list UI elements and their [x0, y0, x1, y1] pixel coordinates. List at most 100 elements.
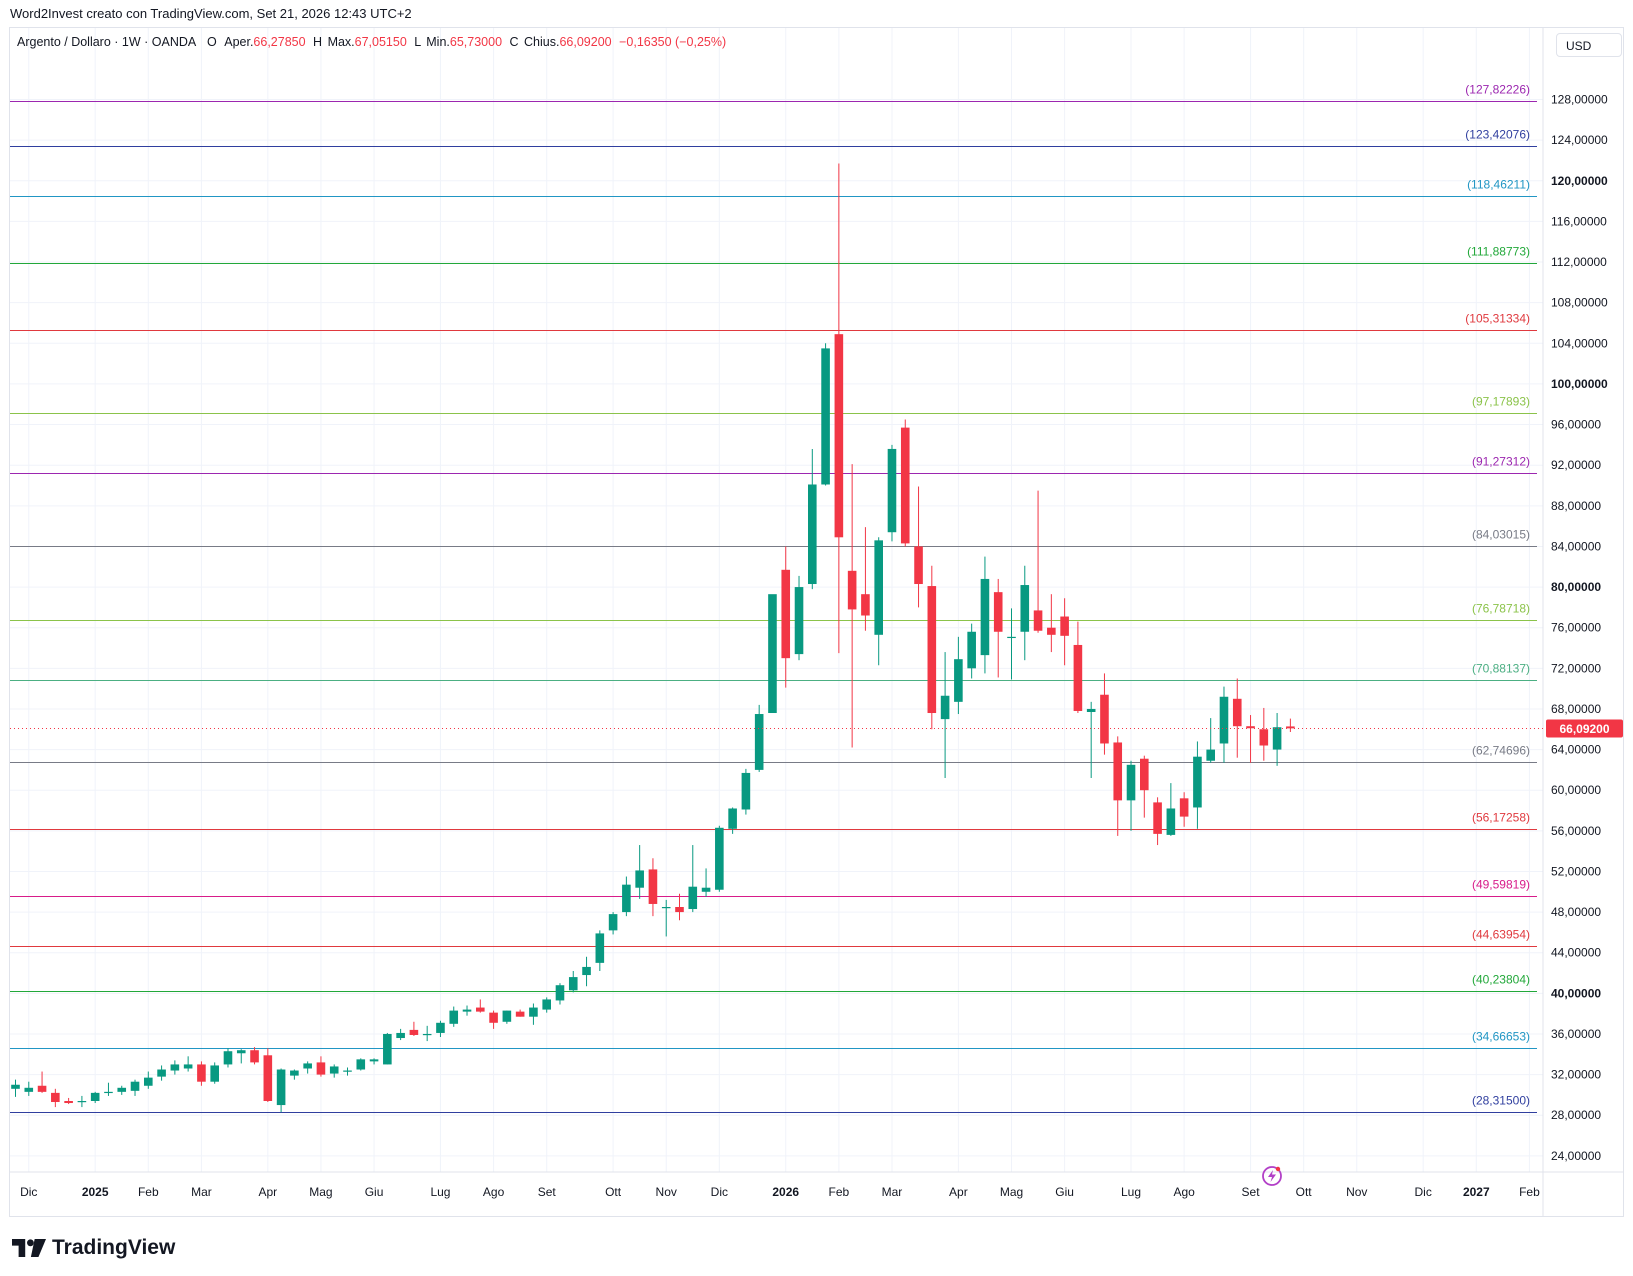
y-tick-label: 64,00000 — [1551, 743, 1601, 757]
currency-button[interactable]: USD — [1556, 33, 1622, 57]
candle-body — [568, 977, 578, 991]
y-tick-label: 24,00000 — [1551, 1149, 1601, 1163]
candle-body — [436, 1022, 445, 1033]
y-tick-label: 124,00000 — [1551, 133, 1608, 147]
level-label: (44,63954) — [1472, 928, 1530, 942]
candle-body — [1232, 698, 1242, 727]
open-value: 66,27850 — [253, 35, 306, 49]
y-tick-label: 112,00000 — [1551, 255, 1607, 269]
candle-body — [555, 985, 565, 1001]
y-tick-label: 100,00000 — [1551, 377, 1608, 391]
candle-body — [1007, 636, 1016, 639]
candle-body — [954, 659, 963, 702]
x-tick-label: Mar — [882, 1185, 903, 1199]
close-prefix: Chius. — [524, 35, 560, 49]
candle-body — [343, 1070, 352, 1072]
x-tick-label: Lug — [1121, 1185, 1141, 1199]
level-label: (49,59819) — [1472, 878, 1530, 892]
high-prefix: Max. — [327, 35, 355, 49]
candle-body — [1286, 726, 1295, 729]
candle-body — [104, 1091, 113, 1094]
candle-body — [90, 1092, 100, 1101]
candle-body — [1153, 802, 1162, 834]
candle-body — [914, 546, 923, 585]
candle-body — [582, 966, 591, 976]
candle-body — [754, 714, 764, 770]
candle-body — [1033, 610, 1043, 631]
chart-caption: Word2Invest creato con TradingView.com, … — [10, 6, 412, 21]
level-label: (105,31334) — [1465, 312, 1530, 326]
time-axis: Dic 2025 Feb Mar Apr Mag Giu Lug Ago Set Ott Nov Dic… — [10, 1171, 1624, 1199]
level-label: (91,27312) — [1472, 455, 1530, 469]
y-tick-label: 56,00000 — [1551, 824, 1601, 838]
candle-body — [821, 348, 830, 485]
candle-body — [887, 448, 897, 533]
candle-body — [37, 1085, 47, 1092]
candle-body — [236, 1050, 246, 1054]
level-label: (118,46211) — [1467, 178, 1530, 192]
candle-body — [316, 1062, 326, 1075]
close-value: 66,09200 — [559, 35, 612, 49]
candle-body — [183, 1064, 193, 1069]
candle-body — [303, 1063, 312, 1069]
candle-body — [77, 1100, 87, 1103]
y-tick-label: 36,00000 — [1551, 1027, 1601, 1041]
x-tick-label: Feb — [1519, 1185, 1540, 1199]
fibonacci-levels: (127,82226) (123,42076) (118,46211) (111,88… — [10, 83, 1537, 1113]
candle-body — [396, 1032, 405, 1039]
symbol-title: Argento / Dollaro · 1W · OANDA — [17, 35, 196, 49]
candle-body — [1193, 756, 1202, 808]
candle-body — [329, 1066, 339, 1074]
close-label: C — [509, 35, 519, 49]
x-tick-label: Mar — [191, 1185, 212, 1199]
candle-body — [489, 1012, 498, 1023]
candle-body — [1206, 749, 1215, 761]
lightning-alert-icon[interactable] — [1261, 1165, 1283, 1187]
candle-body — [993, 592, 1003, 632]
candle-body — [290, 1070, 299, 1076]
tradingview-logo[interactable]: TradingView — [12, 1236, 175, 1260]
y-tick-label: 52,00000 — [1551, 864, 1601, 878]
low-label: L — [414, 35, 421, 49]
candle-body — [967, 631, 976, 669]
price-axis: 24,00000 28,00000 32,00000 36,00000 40,00000… — [1542, 28, 1608, 1216]
candle-body — [661, 907, 671, 909]
candlestick-series — [11, 163, 1295, 1113]
candle-body — [356, 1059, 366, 1070]
candle-body — [927, 586, 937, 714]
open-label: O — [207, 35, 217, 49]
candle-body — [940, 695, 950, 720]
candle-body — [874, 540, 883, 635]
x-tick-label: Dic — [1415, 1185, 1432, 1199]
last-price-marker: 66,09200 — [10, 719, 1623, 738]
low-value: 65,73000 — [449, 35, 503, 49]
candle-body — [1272, 727, 1282, 750]
y-tick-label: 72,00000 — [1551, 661, 1601, 675]
candle-body — [130, 1081, 140, 1091]
y-tick-label: 120,00000 — [1551, 174, 1608, 188]
x-tick-label: Dic — [20, 1185, 37, 1199]
y-tick-label: 88,00000 — [1551, 499, 1601, 513]
candle-body — [1086, 708, 1096, 712]
x-tick-label: 2027 — [1463, 1185, 1490, 1199]
candle-body — [608, 914, 618, 931]
brand-name: TradingView — [52, 1236, 176, 1259]
last-price-tag — [1546, 719, 1623, 738]
x-tick-label: Giu — [365, 1185, 384, 1199]
candle-body — [1113, 742, 1123, 801]
candle-body — [715, 827, 724, 890]
candle-body — [900, 427, 910, 544]
candle-body — [409, 1029, 419, 1035]
level-label: (111,88773) — [1467, 245, 1530, 259]
candle-body — [980, 578, 990, 656]
candle-body — [622, 884, 631, 913]
tradingview-logo-icon — [12, 1239, 46, 1257]
y-tick-label: 128,00000 — [1551, 93, 1608, 107]
y-tick-label: 40,00000 — [1551, 986, 1601, 1000]
high-label: H — [313, 35, 323, 49]
candle-body — [1219, 696, 1229, 744]
y-tick-label: 44,00000 — [1551, 946, 1601, 960]
y-tick-label: 84,00000 — [1551, 539, 1601, 553]
candle-body — [635, 870, 644, 888]
